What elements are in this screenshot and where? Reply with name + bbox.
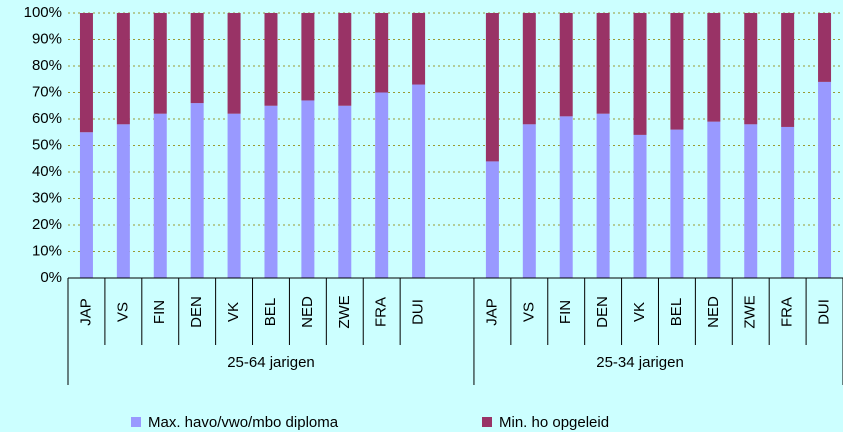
bar-segment <box>559 116 573 278</box>
y-tick-label: 90% <box>32 30 62 47</box>
bar-segment <box>818 13 832 82</box>
y-tick-label: 40% <box>32 163 62 180</box>
y-tick-label: 70% <box>32 83 62 100</box>
x-tick-label: DEN <box>188 296 205 328</box>
legend-swatch <box>131 417 141 427</box>
bar-segment <box>264 105 278 278</box>
x-tick-label: JAP <box>77 298 94 326</box>
bar-segment <box>596 113 610 278</box>
bar-segment <box>781 126 795 278</box>
bar-segment <box>301 13 315 101</box>
bar-segment <box>190 13 204 104</box>
bar-segment <box>116 13 130 125</box>
x-tick-label: VS <box>114 302 131 322</box>
bar-segment <box>338 13 352 106</box>
y-tick-label: 100% <box>24 4 62 21</box>
y-tick-label: 10% <box>32 242 62 259</box>
bar-segment <box>227 113 241 278</box>
x-tick-label: FIN <box>151 300 168 324</box>
bar-segment <box>633 134 647 278</box>
x-tick-label: JAP <box>483 298 500 326</box>
bar-segment <box>744 124 758 278</box>
y-tick-label: 60% <box>32 110 62 127</box>
bar-segment <box>301 100 315 278</box>
bar-segment <box>412 84 426 278</box>
group-label: 25-34 jarigen <box>596 354 684 371</box>
bar-segment <box>116 124 130 278</box>
bar-segment <box>227 13 241 114</box>
bar-segment <box>412 13 426 85</box>
x-tick-label: NED <box>299 296 316 328</box>
x-tick-label: ZWE <box>336 295 353 328</box>
bar-segment <box>338 105 352 278</box>
bar-segment <box>79 13 93 133</box>
legend-swatch <box>482 417 492 427</box>
bar-segment <box>818 81 832 279</box>
bar-segment <box>264 13 278 106</box>
x-tick-label: DUI <box>410 299 427 325</box>
bar-segment <box>559 13 573 117</box>
y-tick-label: 0% <box>40 269 62 286</box>
bar-segment <box>707 13 721 122</box>
group-label: 25-64 jarigen <box>227 354 315 371</box>
bar-segment <box>485 161 499 278</box>
legend-label: Min. ho opgeleid <box>499 414 609 431</box>
y-tick-label: 50% <box>32 136 62 153</box>
bar-segment <box>375 92 389 278</box>
bar-segment <box>670 129 684 278</box>
x-tick-label: VK <box>225 302 242 322</box>
x-tick-label: ZWE <box>742 295 759 328</box>
bar-segment <box>670 13 684 130</box>
x-tick-label: FRA <box>373 297 390 327</box>
x-tick-label: DUI <box>816 299 833 325</box>
bar-segment <box>633 13 647 135</box>
bar-segment <box>781 13 795 127</box>
bar-segment <box>485 13 499 162</box>
x-tick-label: NED <box>705 296 722 328</box>
bar-segment <box>596 13 610 114</box>
bar-segment <box>79 132 93 278</box>
y-tick-label: 30% <box>32 189 62 206</box>
bar-segment <box>153 113 167 278</box>
y-tick-label: 20% <box>32 216 62 233</box>
bar-segment <box>522 13 536 125</box>
x-tick-label: VK <box>631 302 648 322</box>
bar-segment <box>153 13 167 114</box>
x-tick-label: FRA <box>779 297 796 327</box>
x-tick-label: BEL <box>668 298 685 326</box>
x-tick-label: DEN <box>594 296 611 328</box>
bar-segment <box>707 121 721 279</box>
bar-segment <box>375 13 389 93</box>
bar-segment <box>190 103 204 278</box>
x-tick-label: BEL <box>262 298 279 326</box>
x-tick-label: VS <box>520 302 537 322</box>
y-tick-label: 80% <box>32 57 62 74</box>
legend-label: Max. havo/vwo/mbo diploma <box>148 414 339 431</box>
bar-segment <box>744 13 758 125</box>
x-tick-label: FIN <box>557 300 574 324</box>
bar-segment <box>522 124 536 278</box>
